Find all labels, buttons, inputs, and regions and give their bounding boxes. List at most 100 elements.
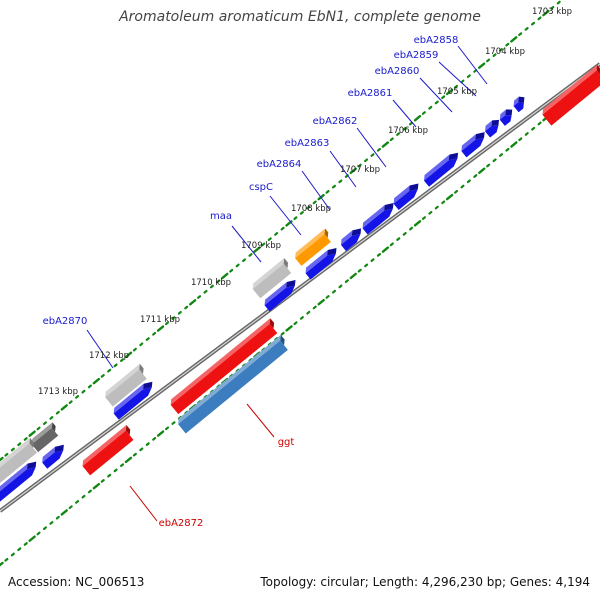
accession-text: Accession: NC_006513 (8, 575, 145, 589)
outer-tick (478, 62, 486, 69)
outer-tick (203, 289, 208, 294)
gene-ggt-hit (170, 318, 278, 415)
gene-top-face (170, 318, 271, 405)
gene-front-face (264, 285, 295, 312)
inner-tick (445, 193, 454, 201)
gene-top-face (0, 437, 30, 482)
gene-top-face (362, 204, 385, 229)
outer-tick (164, 321, 170, 326)
outer-tick (274, 232, 279, 236)
outer-tick (36, 426, 41, 431)
inner-tick (518, 137, 523, 142)
inner-tick (537, 121, 542, 126)
inner-tick (171, 421, 176, 425)
outer-tick (364, 158, 369, 163)
outer-tick (261, 242, 266, 247)
ruler-label: 1712 kbp (89, 351, 129, 361)
gene-end-face (596, 64, 600, 76)
gene-ebA2871 (42, 444, 64, 469)
outer-tick (396, 132, 401, 136)
outer-tick (184, 305, 189, 310)
outer-tick (145, 337, 150, 341)
label-leader-line (457, 45, 488, 85)
gene-top-face (393, 185, 410, 204)
gene-ebA2863 (393, 183, 419, 210)
outer-tick (531, 21, 536, 26)
gene-layer (0, 64, 600, 506)
label-leader-line (246, 403, 275, 438)
outer-tick (293, 216, 298, 221)
map-title: Aromatoleum aromaticum EbN1, complete ge… (119, 9, 481, 25)
inner-tick (370, 258, 375, 262)
outer-tick (75, 395, 80, 399)
gene-front-face (113, 387, 152, 420)
outer-tick (325, 189, 330, 194)
outer-tick (87, 384, 92, 389)
inner-tick (441, 200, 446, 205)
outer-tick (216, 279, 221, 284)
ruler-label: 1704 kbp (485, 47, 525, 57)
outer-tick (119, 358, 125, 362)
gene-front-face (305, 253, 336, 280)
gene-end-face (139, 363, 144, 375)
inner-tick (10, 552, 15, 557)
gene-front-face (499, 115, 512, 126)
inner-tick (486, 163, 491, 168)
outer-tick (235, 263, 240, 268)
gene-front-face (0, 467, 36, 506)
backbone-layer (0, 62, 600, 513)
outer-tick (267, 237, 272, 242)
gene-label: ebA2862 (313, 116, 358, 127)
gene-maa-hit (252, 258, 292, 299)
outer-tick (338, 179, 343, 184)
inner-tick (466, 179, 471, 184)
outer-tick (445, 88, 454, 96)
inner-tick (492, 158, 497, 163)
gene-maa-2 (264, 279, 296, 312)
label-leader-line (86, 329, 114, 369)
outer-tick (156, 325, 165, 332)
inner-tick (389, 242, 394, 247)
gene-top-face (105, 363, 140, 398)
gene-label: ebA2858 (414, 35, 459, 46)
outer-tick (466, 74, 471, 79)
inner-tick (145, 442, 150, 446)
gene-label: ggt (278, 437, 295, 448)
gene-cspC-hit (295, 228, 331, 266)
inner-tick (139, 447, 144, 452)
outer-tick (60, 404, 68, 411)
outer-tick (349, 167, 357, 175)
outer-tick (421, 111, 426, 115)
gene-end-face (29, 437, 34, 448)
label-leader-line (269, 195, 302, 236)
outer-tick (242, 258, 247, 263)
gene-front-face (31, 427, 59, 453)
gene-front-face (362, 208, 393, 235)
outer-tick (107, 368, 112, 373)
gene-end-face (143, 381, 153, 390)
gene-end-face (286, 279, 296, 288)
gene-end-face (283, 258, 289, 269)
gene-label: ebA2864 (257, 159, 302, 170)
gene-top-face (252, 258, 285, 290)
outer-tick (453, 84, 459, 89)
inner-tick (510, 141, 518, 148)
gene-top-face (82, 424, 127, 467)
label-leader-line (231, 225, 262, 263)
outer-tick (441, 95, 446, 100)
outer-tick (221, 272, 229, 280)
gene-left-hit (0, 437, 38, 491)
outer-tick (486, 58, 491, 63)
outer-tick (139, 342, 144, 347)
outer-tick (389, 137, 394, 142)
inner-tick (421, 216, 426, 220)
gene-front-face (513, 102, 524, 113)
gene-front-face (295, 234, 331, 266)
gene-end-face (518, 96, 525, 103)
gene-front-face (423, 158, 458, 187)
inner-tick (434, 205, 439, 210)
inner-tick (524, 132, 529, 136)
inner-tick (338, 284, 343, 289)
outer-tick (460, 79, 465, 84)
gene-label: ebA2859 (394, 50, 439, 61)
